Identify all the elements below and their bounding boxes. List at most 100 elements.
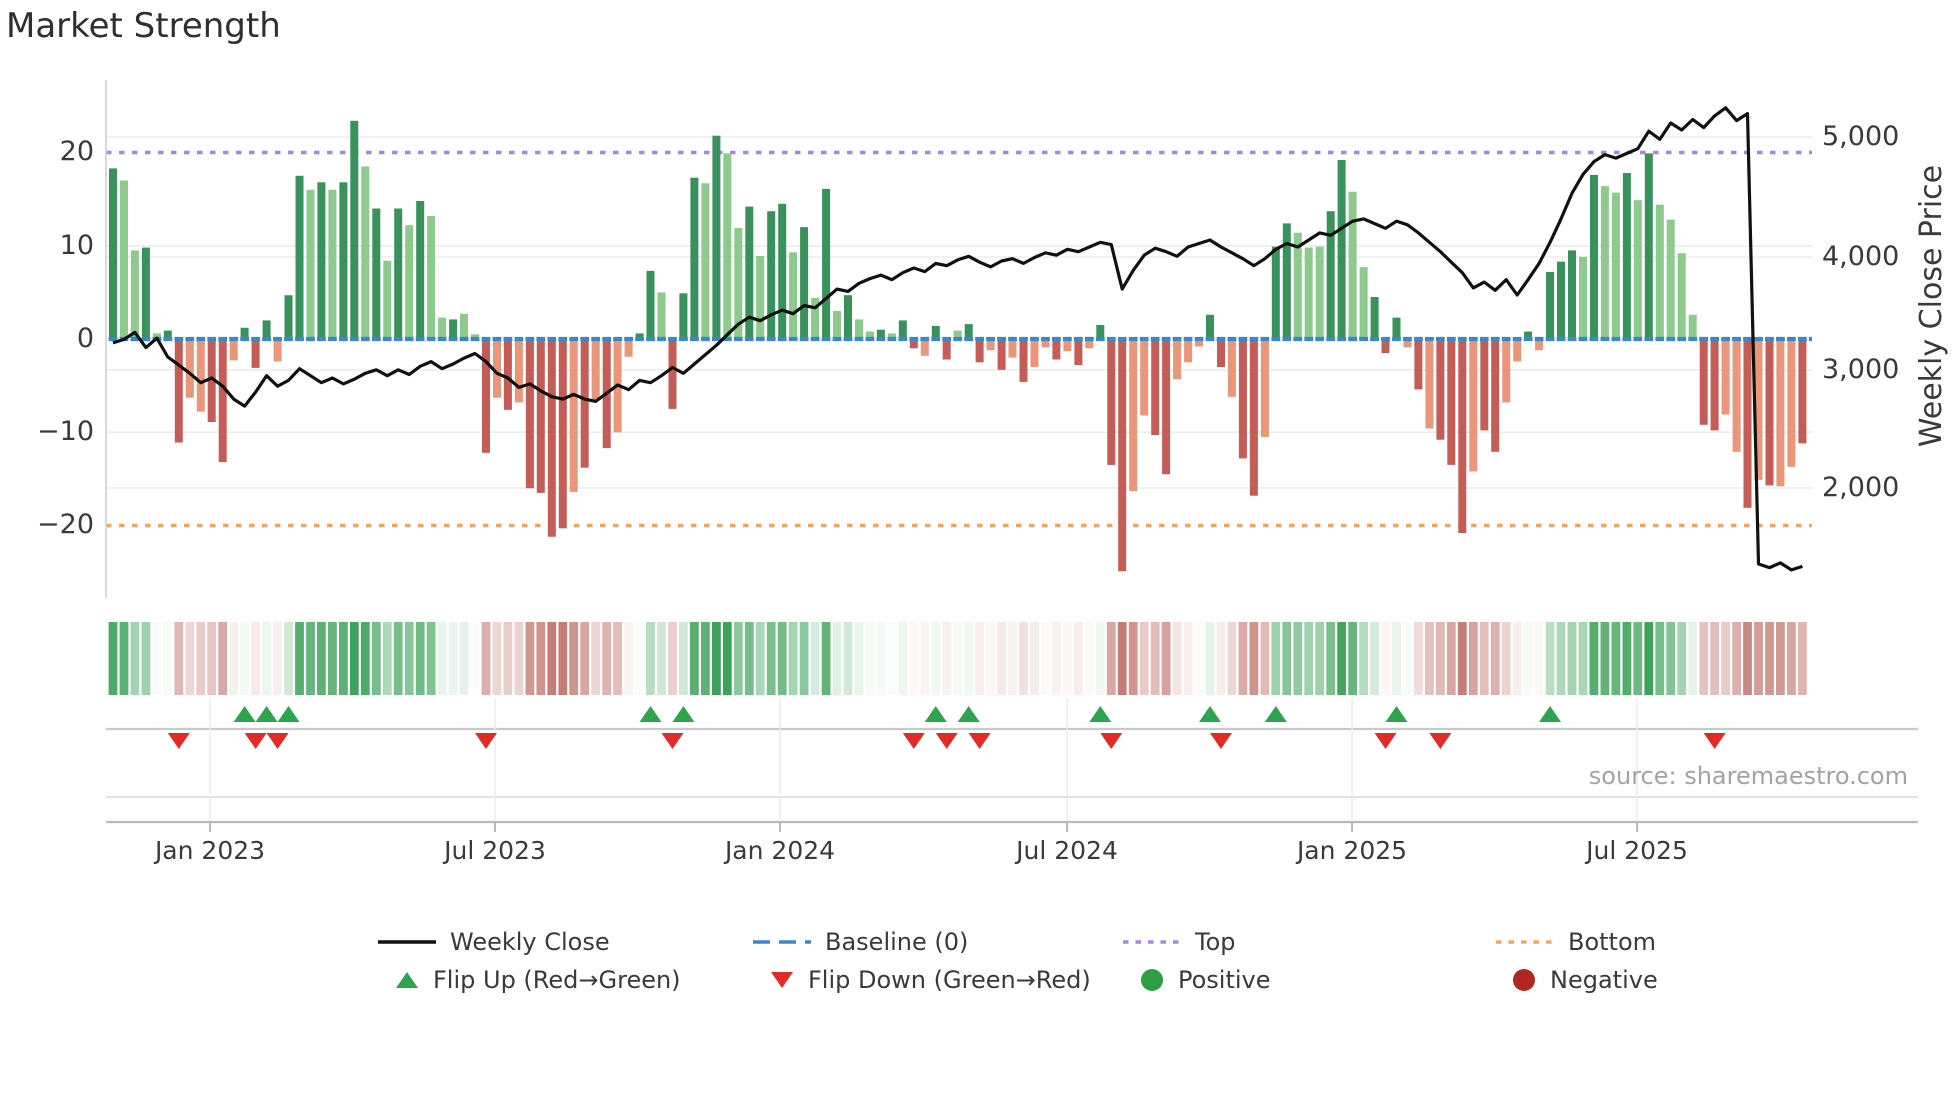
flip-down-icon <box>902 733 925 749</box>
flip-up-icon <box>1385 706 1408 722</box>
strength-bar <box>1710 339 1719 431</box>
flip-down-icon <box>1703 733 1726 749</box>
strength-bar <box>1107 339 1116 465</box>
strength-bar <box>372 208 381 339</box>
strength-bar <box>339 182 348 339</box>
strength-bar <box>1184 339 1193 363</box>
strength-bar <box>1315 246 1324 339</box>
strength-bar <box>887 333 896 339</box>
threshold-lines <box>106 150 1812 528</box>
source-attribution: source: sharemaestro.com <box>1588 762 1908 790</box>
strength-bar <box>580 339 589 468</box>
strength-bar <box>1326 211 1335 339</box>
strength-bar <box>1206 314 1214 339</box>
strength-bar <box>1743 339 1752 508</box>
strength-bar <box>1151 339 1160 435</box>
strength-bar <box>1063 339 1072 352</box>
strength-bar <box>1359 267 1368 339</box>
strength-bar <box>547 339 556 537</box>
legend-label: Bottom <box>1568 928 1657 956</box>
strength-bar <box>1677 253 1686 339</box>
strength-bar <box>328 189 337 339</box>
strength-bar <box>833 311 841 339</box>
strength-bar <box>1688 314 1697 339</box>
legend-label: Weekly Close <box>450 928 610 956</box>
flip-down-triangle-icon <box>771 972 793 988</box>
gridlines <box>106 136 1812 489</box>
flip-down-icon <box>1429 733 1452 749</box>
flip-down-icon <box>474 733 497 749</box>
strength-bar <box>130 250 139 339</box>
strength-bar <box>800 227 809 339</box>
strength-bars <box>109 120 1807 572</box>
page-title: Market Strength <box>6 6 281 46</box>
strength-bar <box>1721 339 1730 415</box>
strength-bar <box>1271 246 1280 339</box>
strength-bar <box>1238 339 1247 459</box>
strength-bar <box>1491 339 1500 452</box>
y-tick-0: 0 <box>76 323 94 354</box>
flip-down-icon <box>167 733 190 749</box>
strength-bar <box>1414 339 1423 390</box>
strength-bar <box>1754 339 1763 480</box>
strength-bar <box>262 320 271 339</box>
strength-bar <box>1655 204 1664 339</box>
strength-bar <box>525 339 534 489</box>
strength-bar <box>1140 339 1149 416</box>
strength-bar <box>394 208 403 339</box>
flip-up-icon <box>255 706 278 722</box>
strength-bar <box>1217 339 1225 367</box>
strength-bar <box>416 201 425 339</box>
strength-bar <box>196 339 205 412</box>
legend-bottom: Bottom <box>1496 926 1656 958</box>
strength-bar <box>822 188 831 339</box>
strength-bar <box>471 334 479 339</box>
strength-bar <box>855 319 863 339</box>
strength-bar <box>1557 261 1565 339</box>
strength-bar <box>1458 339 1467 533</box>
strength-bar <box>1600 186 1609 339</box>
strength-bar <box>591 339 600 400</box>
strength-bar <box>1611 192 1620 339</box>
y-tick-10: 10 <box>59 230 94 261</box>
strength-bar <box>1337 160 1346 339</box>
strength-bar <box>361 166 370 339</box>
strength-bar <box>284 295 293 339</box>
strength-bar <box>514 339 523 403</box>
strength-bar <box>1195 339 1203 347</box>
strength-bar <box>624 339 633 357</box>
strength-bar <box>964 324 973 339</box>
flip-up-icon <box>957 706 980 722</box>
strength-bar <box>1798 339 1807 444</box>
strength-bar <box>1776 339 1785 487</box>
strength-bar <box>986 339 995 351</box>
strength-bar <box>734 228 743 339</box>
strength-bar <box>460 313 468 339</box>
legend-label: Top <box>1195 928 1236 956</box>
legend-positive: Positive <box>1140 964 1271 996</box>
strength-bar <box>1019 339 1028 382</box>
flip-down-icon <box>661 733 684 749</box>
strength-bar <box>920 339 929 356</box>
right-axis-title: Weekly Close Price <box>1914 164 1949 448</box>
strength-bar <box>569 339 578 492</box>
strength-bar <box>1096 325 1105 339</box>
flip-up-icon <box>1199 706 1221 722</box>
price-tick-3000: 3,000 <box>1822 354 1900 385</box>
strength-bar <box>1162 339 1171 475</box>
strength-bar <box>185 339 194 398</box>
strength-bar <box>701 183 710 339</box>
strength-bar <box>1732 339 1741 452</box>
strength-bar <box>174 339 183 443</box>
strength-bar <box>635 333 644 339</box>
strength-bar <box>767 211 776 339</box>
blue-dashed-swatch <box>753 940 811 944</box>
flip-up-icon <box>639 706 662 722</box>
negative-dot-icon <box>1513 969 1535 991</box>
y-tick-neg20: −20 <box>37 509 94 540</box>
strength-bar <box>306 189 315 339</box>
strength-bar <box>1568 250 1576 339</box>
flip-up-icon <box>1539 706 1562 722</box>
flip-up-triangle-icon <box>396 972 418 988</box>
